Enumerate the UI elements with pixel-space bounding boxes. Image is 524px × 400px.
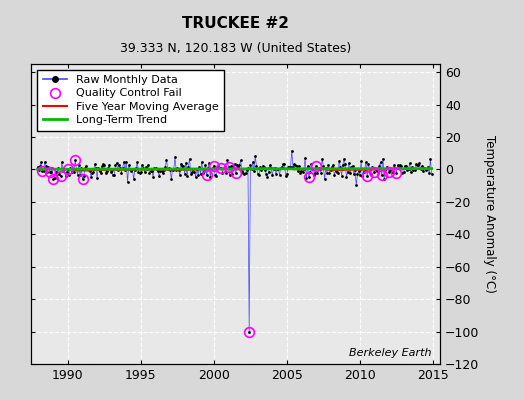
Legend: Raw Monthly Data, Quality Control Fail, Five Year Moving Average, Long-Term Tren: Raw Monthly Data, Quality Control Fail, … [37, 70, 224, 131]
Text: 39.333 N, 120.183 W (United States): 39.333 N, 120.183 W (United States) [120, 42, 352, 55]
Y-axis label: Temperature Anomaly (°C): Temperature Anomaly (°C) [483, 135, 496, 293]
Text: Berkeley Earth: Berkeley Earth [350, 348, 432, 358]
Text: TRUCKEE #2: TRUCKEE #2 [182, 16, 289, 31]
